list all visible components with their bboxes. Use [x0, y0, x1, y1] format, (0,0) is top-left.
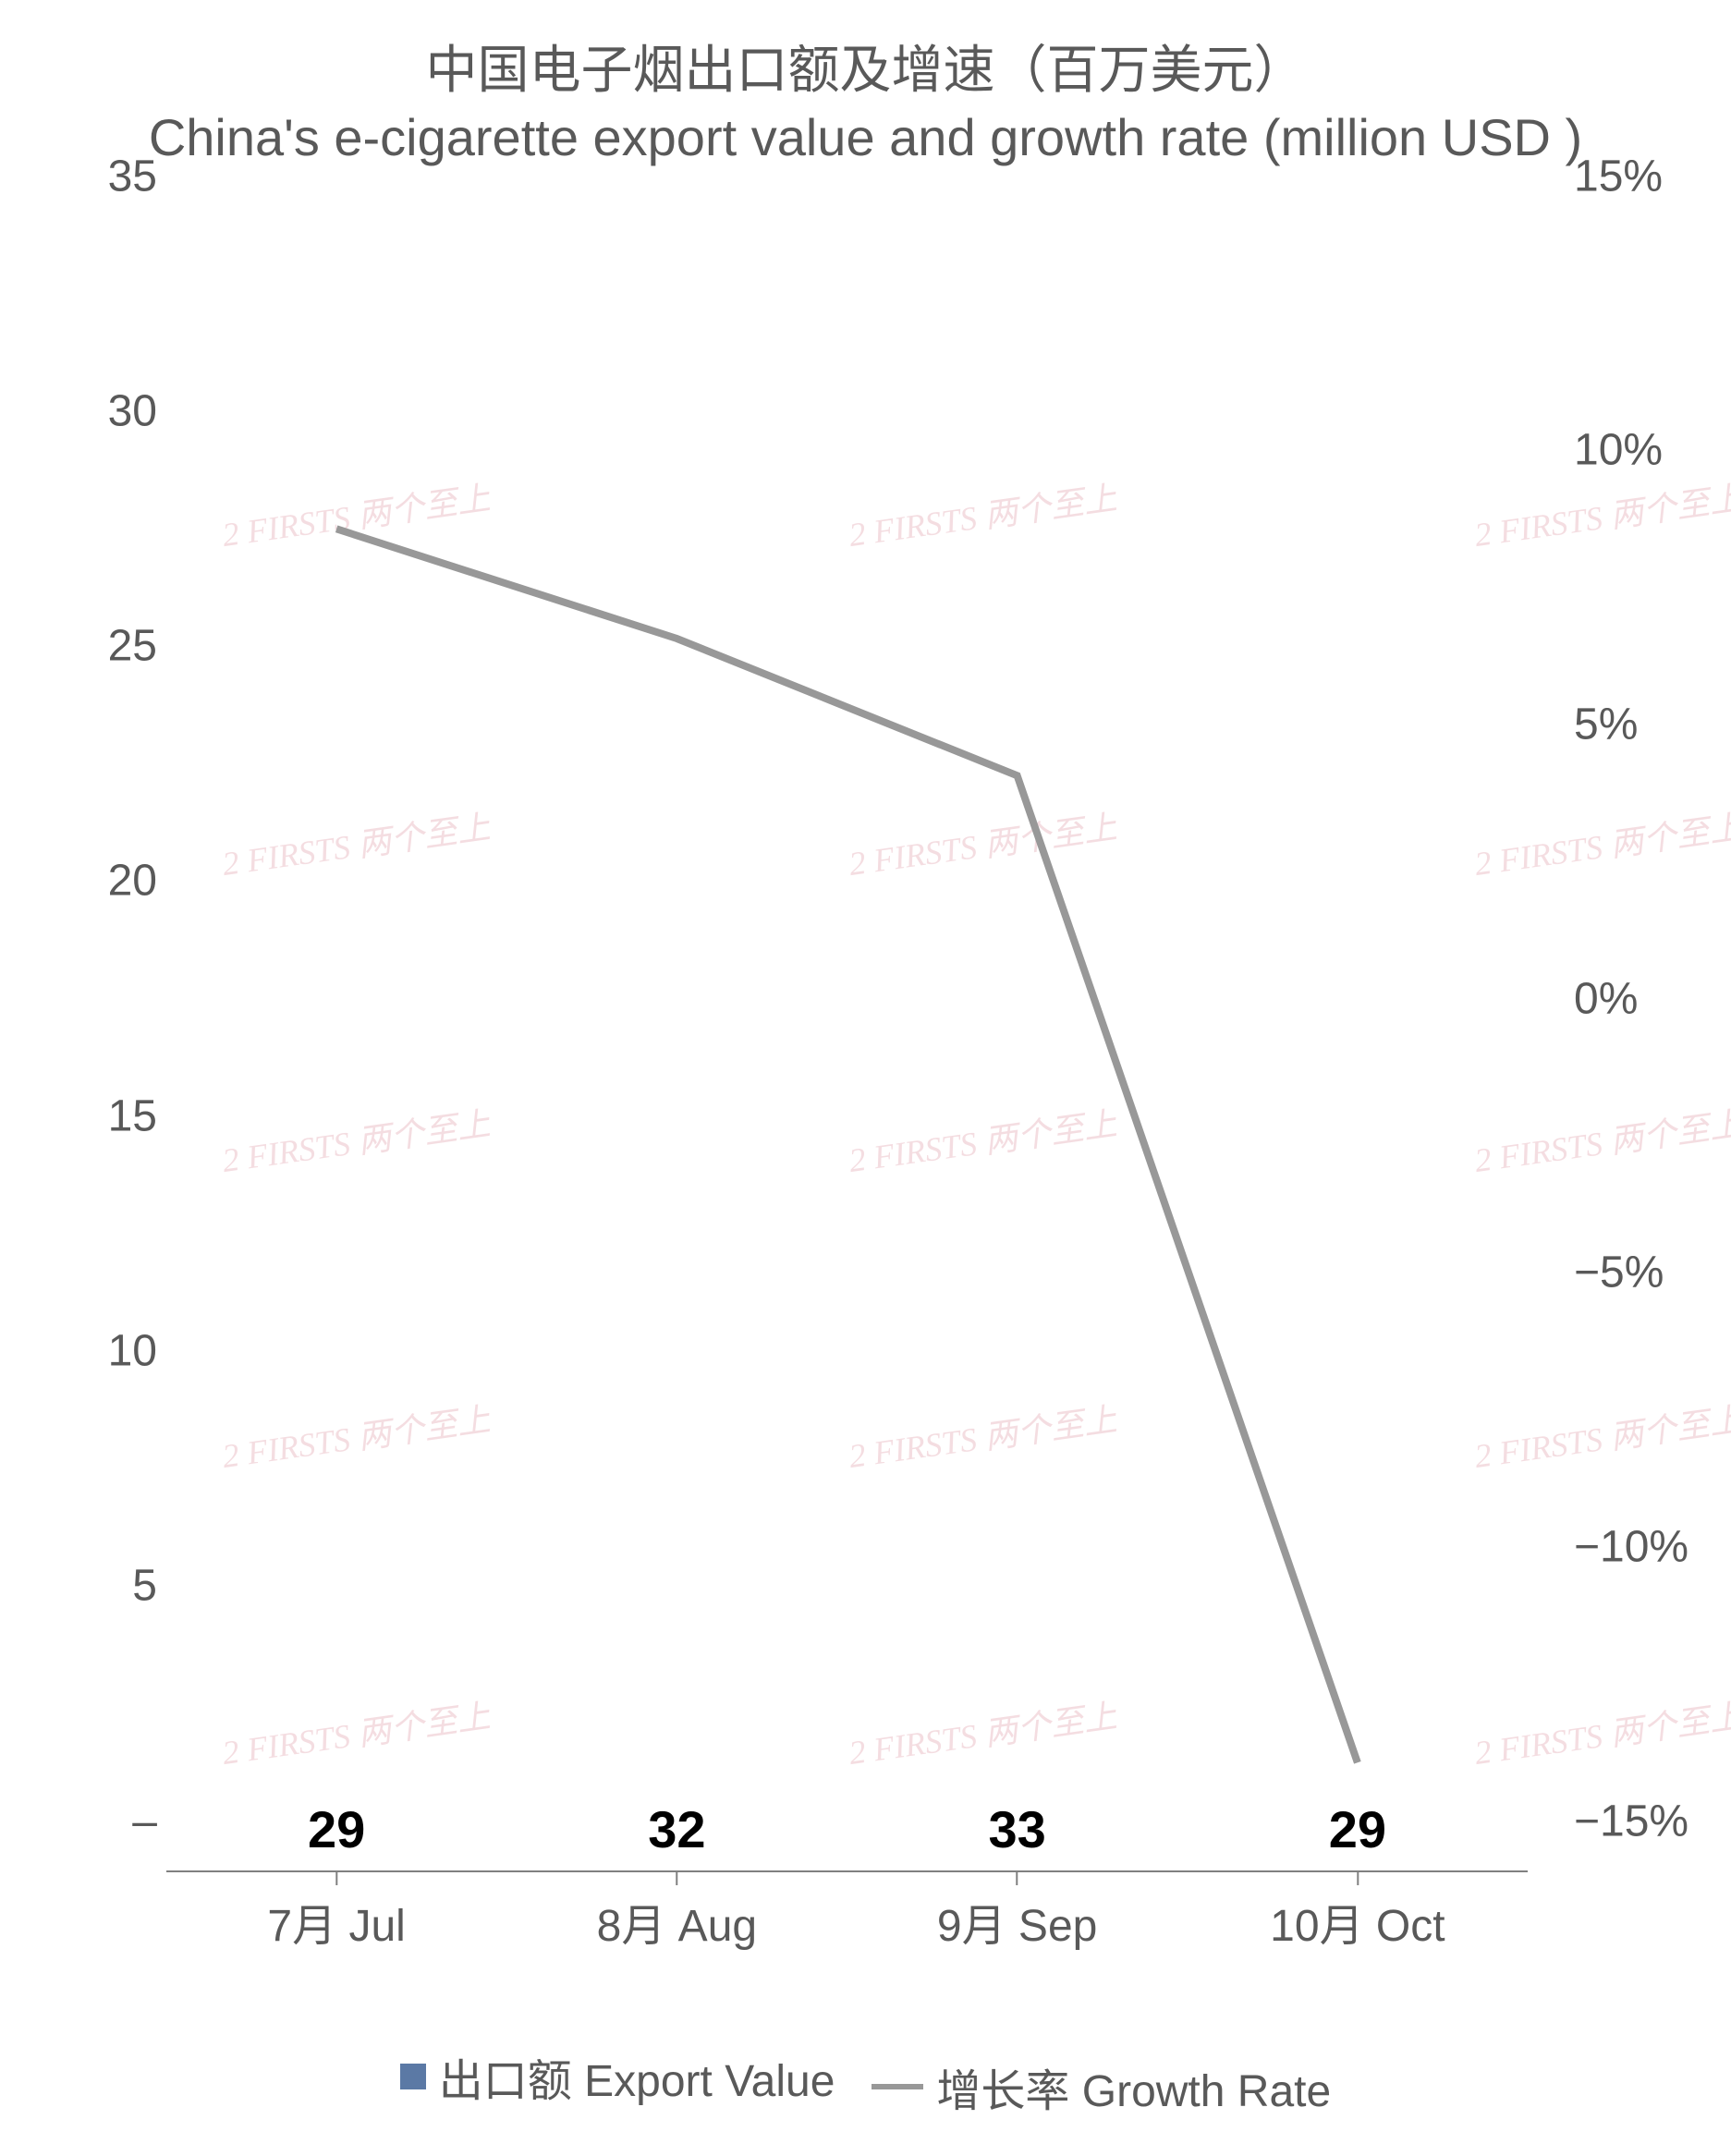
x-tick-label: 9月 Sep	[937, 1889, 1097, 1954]
y-left-tick: 5	[132, 1561, 157, 1612]
bar-value-label: 29	[1329, 1799, 1386, 1859]
y-right-tick: 10%	[1574, 425, 1663, 476]
chart-container: 中国电子烟出口额及增速（百万美元） China's e-cigarette ex…	[0, 0, 1731, 2156]
y-left-tick: 20	[108, 856, 157, 907]
y-right-tick: −10%	[1574, 1521, 1688, 1572]
y-left-tick: 10	[108, 1326, 157, 1377]
y-axis-left: –5101520253035	[46, 227, 157, 1872]
y-left-tick: 35	[108, 151, 157, 201]
legend-item: 增长率 Growth Rate	[872, 2054, 1331, 2119]
x-tick-label: 8月 Aug	[597, 1889, 757, 1954]
legend-label: 出口额 Export Value	[439, 2044, 835, 2109]
y-left-tick: 15	[108, 1090, 157, 1141]
legend-swatch-bar	[400, 2064, 426, 2089]
legend-label: 增长率 Growth Rate	[936, 2054, 1331, 2119]
y-left-tick: 30	[108, 385, 157, 436]
bar-value-label: 33	[988, 1799, 1045, 1859]
x-axis-baseline	[166, 1870, 1528, 1872]
bar-value-label: 32	[648, 1799, 705, 1859]
y-left-tick: 25	[108, 621, 157, 672]
y-right-tick: 15%	[1574, 151, 1663, 201]
x-tick-label: 10月 Oct	[1270, 1889, 1445, 1954]
y-axis-right: −15%−10%−5%0%5%10%15%	[1574, 227, 1685, 1872]
y-right-tick: 0%	[1574, 973, 1638, 1024]
bars-layer: 29 32 33 29	[166, 227, 1528, 1872]
chart-title-en: China's e-cigarette export value and gro…	[55, 104, 1676, 172]
legend-item: 出口额 Export Value	[400, 2044, 835, 2109]
y-right-tick: 5%	[1574, 699, 1638, 749]
plot-area: –5101520253035 −15%−10%−5%0%5%10%15% 2 F…	[166, 227, 1528, 1872]
chart-title-cn: 中国电子烟出口额及增速（百万美元）	[55, 37, 1676, 104]
x-tick-label: 7月 Jul	[267, 1889, 405, 1954]
y-right-tick: −15%	[1574, 1796, 1688, 1846]
chart-title: 中国电子烟出口额及增速（百万美元） China's e-cigarette ex…	[55, 37, 1676, 172]
legend: 出口额 Export Value 增长率 Growth Rate	[0, 2044, 1731, 2119]
bar-value-label: 29	[308, 1799, 365, 1859]
legend-swatch-line	[872, 2084, 923, 2089]
y-left-tick: –	[132, 1796, 157, 1846]
y-right-tick: −5%	[1574, 1248, 1664, 1298]
